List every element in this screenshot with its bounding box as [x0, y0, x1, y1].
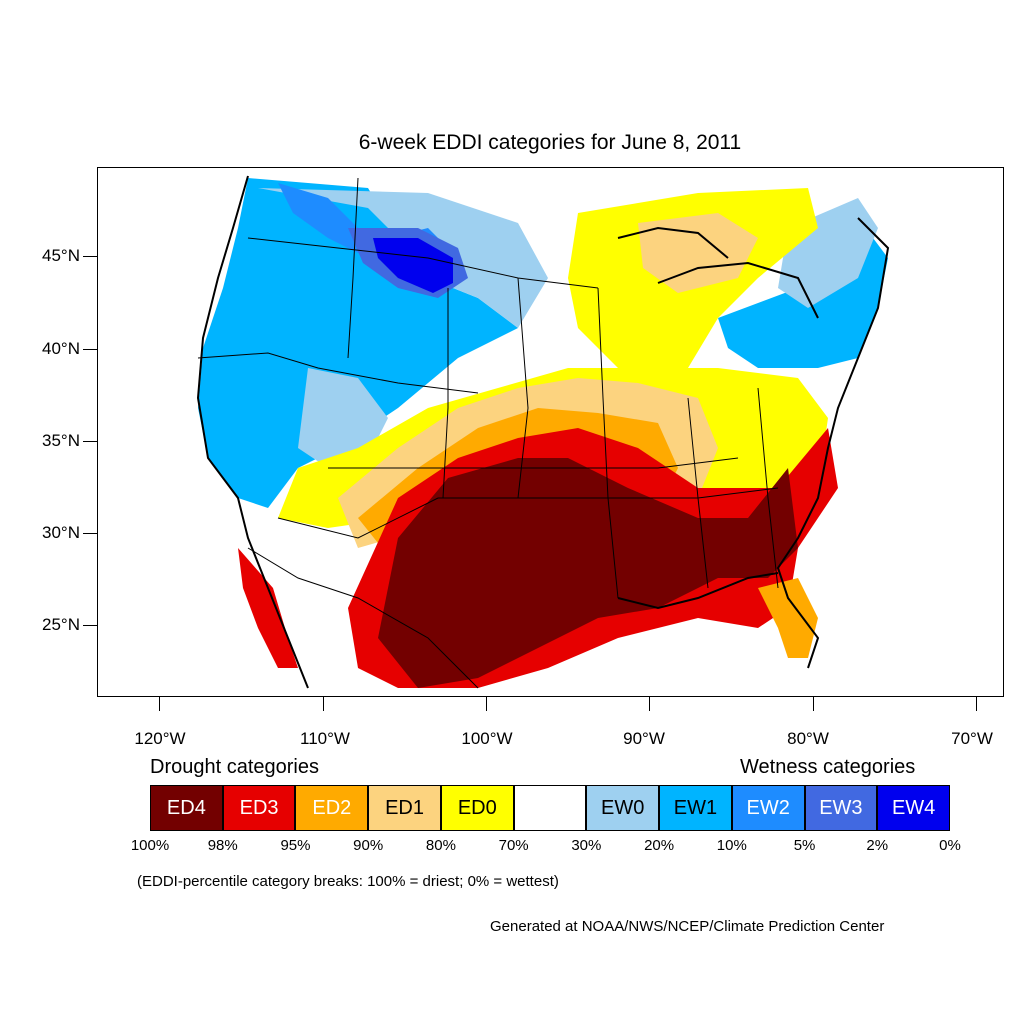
- lon-tick: [649, 697, 650, 711]
- legend-box-ew4: EW4: [877, 785, 950, 831]
- region-ed4-south: [378, 458, 798, 688]
- region-ew1-west: [198, 178, 518, 508]
- lon-label-80: 80°W: [787, 729, 829, 748]
- legend-box-ed1: ED1: [368, 785, 441, 831]
- lon-tick: [486, 697, 487, 711]
- lat-tick: [83, 256, 97, 257]
- legend-box-ed4: ED4: [150, 785, 223, 831]
- legend-box-ed3: ED3: [222, 785, 296, 831]
- legend-box-ew1: EW1: [659, 785, 732, 831]
- percentile-label: 10%: [716, 837, 747, 854]
- drought-heading: Drought categories: [150, 756, 319, 778]
- percentile-label: 70%: [498, 837, 529, 854]
- credit-line: Generated at NOAA/NWS/NCEP/Climate Predi…: [490, 918, 885, 935]
- lat-tick: [83, 441, 97, 442]
- region-ew0-sw: [298, 368, 388, 468]
- percentile-label: 20%: [644, 837, 675, 854]
- lat-label-30: 30°N: [42, 523, 80, 542]
- region-ew4-montana: [373, 238, 453, 293]
- legend-bar: ED4 ED3 ED2 ED1 ED0 EW0 EW1 EW2 EW3 EW4: [150, 785, 950, 831]
- percentile-label: 0%: [939, 837, 961, 854]
- legend-box-neutral: [513, 785, 587, 831]
- lat-tick: [83, 533, 97, 534]
- percentile-label: 2%: [866, 837, 889, 854]
- legend-box-ed2: ED2: [295, 785, 369, 831]
- legend-box-ew0: EW0: [586, 785, 660, 831]
- percentile-label: 80%: [425, 837, 456, 854]
- chart-title: 6-week EDDI categories for June 8, 2011: [358, 131, 742, 154]
- legend-box-ew2: EW2: [731, 785, 805, 831]
- percentile-label: 90%: [353, 837, 384, 854]
- coastlines: [196, 175, 890, 689]
- region-ed1-ontario: [638, 213, 758, 293]
- map-canvas: [196, 175, 890, 689]
- category-note: (EDDI-percentile category breaks: 100% =…: [137, 873, 559, 890]
- lat-tick: [83, 349, 97, 350]
- legend-box-ew3: EW3: [804, 785, 878, 831]
- region-ew0-northrockies: [258, 188, 548, 328]
- lon-tick: [323, 697, 324, 711]
- legend-box-ed0: ED0: [440, 785, 514, 831]
- lat-tick: [83, 625, 97, 626]
- lat-label-45: 45°N: [42, 246, 80, 265]
- lon-tick: [159, 697, 160, 711]
- lon-label-120: 120°W: [134, 729, 186, 748]
- lon-label-70: 70°W: [951, 729, 993, 748]
- lat-label-35: 35°N: [42, 431, 80, 450]
- percentile-label: 30%: [571, 837, 602, 854]
- percentile-label: 100%: [130, 837, 170, 854]
- region-ed3-baja: [238, 548, 298, 668]
- lat-label-25: 25°N: [42, 615, 80, 634]
- lon-label-100: 100°W: [461, 729, 513, 748]
- lat-label-40: 40°N: [42, 339, 80, 358]
- lon-tick: [976, 697, 977, 711]
- lon-tick: [813, 697, 814, 711]
- region-ed2-florida: [758, 578, 818, 658]
- boundary-lines: [197, 177, 779, 689]
- percentile-label: 95%: [280, 837, 311, 854]
- percentile-label: 5%: [793, 837, 816, 854]
- map-frame: [97, 167, 1004, 697]
- lon-label-90: 90°W: [623, 729, 665, 748]
- lon-label-110: 110°W: [300, 729, 350, 748]
- percentile-label: 98%: [207, 837, 238, 854]
- wetness-heading: Wetness categories: [740, 756, 916, 778]
